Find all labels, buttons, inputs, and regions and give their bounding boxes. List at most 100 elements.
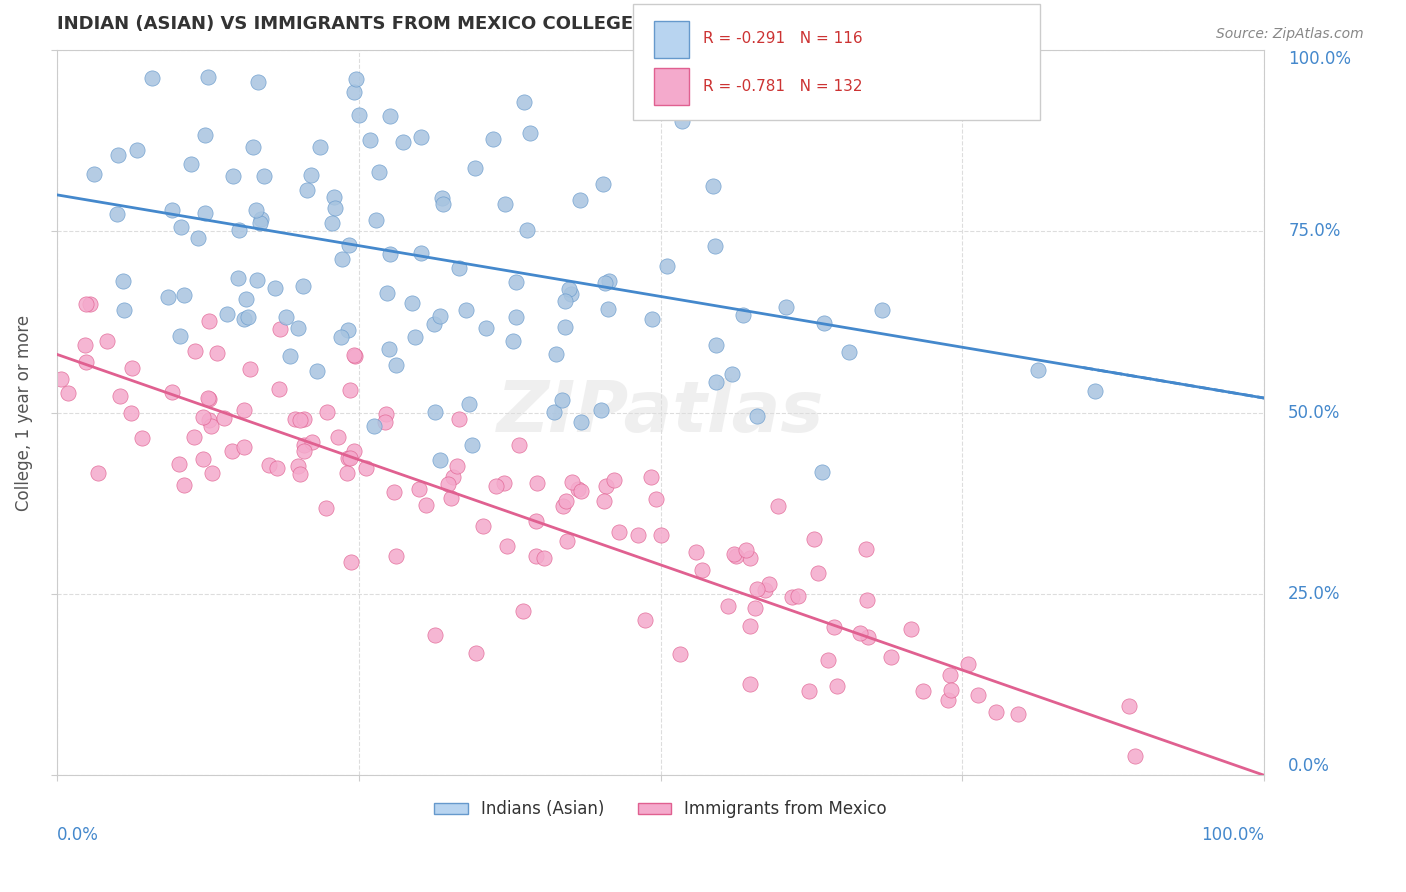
Point [375,285,398,300]
Point [377,342,399,356]
Point [437,477,460,491]
Point [160,384,183,399]
Point [287,459,309,474]
Point [744,601,766,615]
Point [392,135,415,149]
Point [200,419,222,434]
Point [112,303,135,318]
Point [747,582,769,597]
Point [807,566,830,580]
Point [343,349,366,363]
Point [1007,706,1029,721]
Point [49,372,72,386]
Point [197,392,219,406]
Point [415,498,437,512]
Point [364,212,387,227]
Point [704,239,727,253]
Point [336,322,359,336]
Point [596,302,619,317]
Point [423,628,446,642]
Text: ZIPatlas: ZIPatlas [496,378,824,447]
Point [481,132,503,146]
Point [269,382,291,396]
Point [508,438,530,452]
Text: 100.0%: 100.0% [1201,826,1264,844]
Point [543,405,565,419]
Point [404,330,426,344]
Point [343,444,366,458]
Point [721,367,744,381]
Point [704,375,727,389]
Point [441,470,464,484]
Point [823,620,845,634]
Point [634,613,657,627]
Point [526,475,548,490]
Point [321,217,343,231]
Point [249,216,271,230]
Point [408,482,430,496]
Point [339,555,361,569]
Point [553,499,575,513]
Point [385,549,408,563]
Point [221,443,243,458]
Point [1118,698,1140,713]
Point [911,684,934,698]
Point [627,528,650,542]
Point [593,494,616,508]
Point [669,647,692,661]
Text: 0.0%: 0.0% [1288,757,1330,775]
Point [228,223,250,237]
Point [308,140,330,154]
Point [183,430,205,444]
Point [1026,363,1049,377]
Point [554,494,576,508]
Point [740,550,762,565]
Point [900,623,922,637]
Point [384,359,406,373]
Point [380,247,402,261]
Point [461,438,484,452]
Point [872,303,894,318]
Text: R = -0.291   N = 116: R = -0.291 N = 116 [703,31,863,45]
Point [754,582,776,597]
Point [250,212,273,227]
Point [235,292,257,306]
Point [305,363,328,377]
Point [336,450,359,465]
Point [440,491,463,506]
Text: Source: ZipAtlas.com: Source: ZipAtlas.com [1216,27,1364,41]
Point [685,545,707,559]
Point [239,362,262,376]
Y-axis label: College, 1 year or more: College, 1 year or more [15,315,32,510]
Point [328,430,350,444]
Point [194,128,217,143]
Point [169,329,191,343]
Point [849,625,872,640]
Point [374,415,396,429]
Point [86,466,108,480]
Point [880,649,903,664]
Point [505,310,527,324]
Point [780,591,803,605]
Point [339,450,361,465]
Text: 75.0%: 75.0% [1288,222,1340,240]
Point [567,482,589,496]
Point [464,161,486,175]
Point [205,345,228,359]
Text: INDIAN (ASIAN) VS IMMIGRANTS FROM MEXICO COLLEGE, 1 YEAR OR MORE CORRELATION CHA: INDIAN (ASIAN) VS IMMIGRANTS FROM MEXICO… [58,15,1040,33]
Point [343,85,366,99]
Point [409,130,432,145]
Point [401,296,423,310]
Point [706,338,728,352]
Point [640,470,662,484]
Point [447,260,470,275]
Point [561,475,583,489]
Point [429,309,451,323]
Point [75,337,97,351]
Point [75,354,97,368]
Point [315,405,337,419]
Point [183,343,205,358]
Point [292,443,315,458]
Point [347,108,370,122]
Point [458,397,481,411]
